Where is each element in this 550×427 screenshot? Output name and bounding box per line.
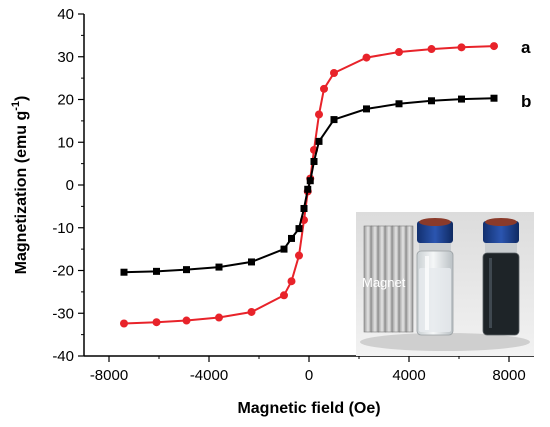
series-b-point [428, 97, 435, 105]
series-b-point [310, 157, 318, 165]
series-b-point [363, 105, 370, 113]
series-a-point [152, 318, 161, 327]
series-b-point [288, 234, 295, 242]
series-a-point [315, 110, 323, 119]
magnet-stack [363, 225, 414, 333]
series-b-point [215, 263, 223, 271]
series-b-point [280, 245, 288, 253]
y-ticks: -40 -30 -20 -10 0 10 20 30 40 [52, 6, 84, 365]
series-a-point [120, 319, 128, 328]
series-b-label: b [521, 92, 531, 111]
series-b-point [315, 137, 323, 145]
x-tick-label: -4000 [190, 367, 228, 384]
vial-dispersed [482, 218, 520, 336]
y-tick-label: -10 [52, 220, 74, 237]
series-a-point [395, 48, 403, 57]
series-b [120, 94, 498, 276]
y-tick-label: -20 [52, 263, 74, 280]
series-a-point [295, 251, 303, 260]
series-b-point [295, 225, 303, 233]
y-axis-title: Magnetization (emu g-1) [10, 96, 30, 275]
series-b-point [300, 205, 308, 213]
series-a-point [215, 313, 223, 322]
series-b-point [120, 268, 128, 276]
y-tick-label: 30 [57, 49, 74, 66]
series-a-label: a [521, 38, 531, 57]
y-axis-title-sup: -1 [10, 101, 22, 111]
x-ticks: -8000 -4000 0 4000 8000 [90, 356, 526, 384]
y-tick-label: 20 [57, 92, 74, 109]
y-axis-title-close: ) [13, 96, 30, 101]
x-tick-label: 0 [305, 367, 313, 384]
series-a-point [320, 84, 328, 93]
y-tick-label: -40 [52, 348, 74, 365]
y-tick-label: 0 [66, 177, 74, 194]
series-a-point [287, 277, 296, 286]
x-axis-title: Magnetic field (Oe) [237, 400, 380, 417]
series-a-point [182, 316, 191, 325]
series-b-point [306, 177, 314, 185]
x-tick-label: -8000 [90, 367, 128, 384]
series-b-point [248, 258, 255, 266]
x-tick-label: 8000 [492, 367, 525, 384]
series-b-point [304, 185, 312, 193]
series-a-point [490, 42, 498, 51]
series-a-point [457, 43, 466, 52]
series-b-point [153, 267, 160, 275]
series-b-point [490, 94, 498, 102]
series-b-point [183, 266, 190, 274]
y-tick-label: -30 [52, 305, 74, 322]
series-a-point [280, 291, 288, 300]
series-a-point [247, 307, 256, 316]
series-b-point [395, 100, 403, 108]
series-a-point [330, 68, 338, 77]
vial-separated [416, 218, 454, 336]
series-a-point [362, 53, 371, 62]
magnet-label: Magnet [362, 275, 406, 290]
y-tick-label: 10 [57, 134, 74, 151]
y-tick-label: 40 [57, 6, 74, 23]
inset-photo: Magnet [356, 212, 534, 356]
series-layer [120, 42, 498, 328]
x-tick-label: 4000 [392, 367, 425, 384]
series-a-point [427, 45, 436, 54]
series-b-point [330, 116, 338, 124]
series-b-point [458, 95, 465, 103]
